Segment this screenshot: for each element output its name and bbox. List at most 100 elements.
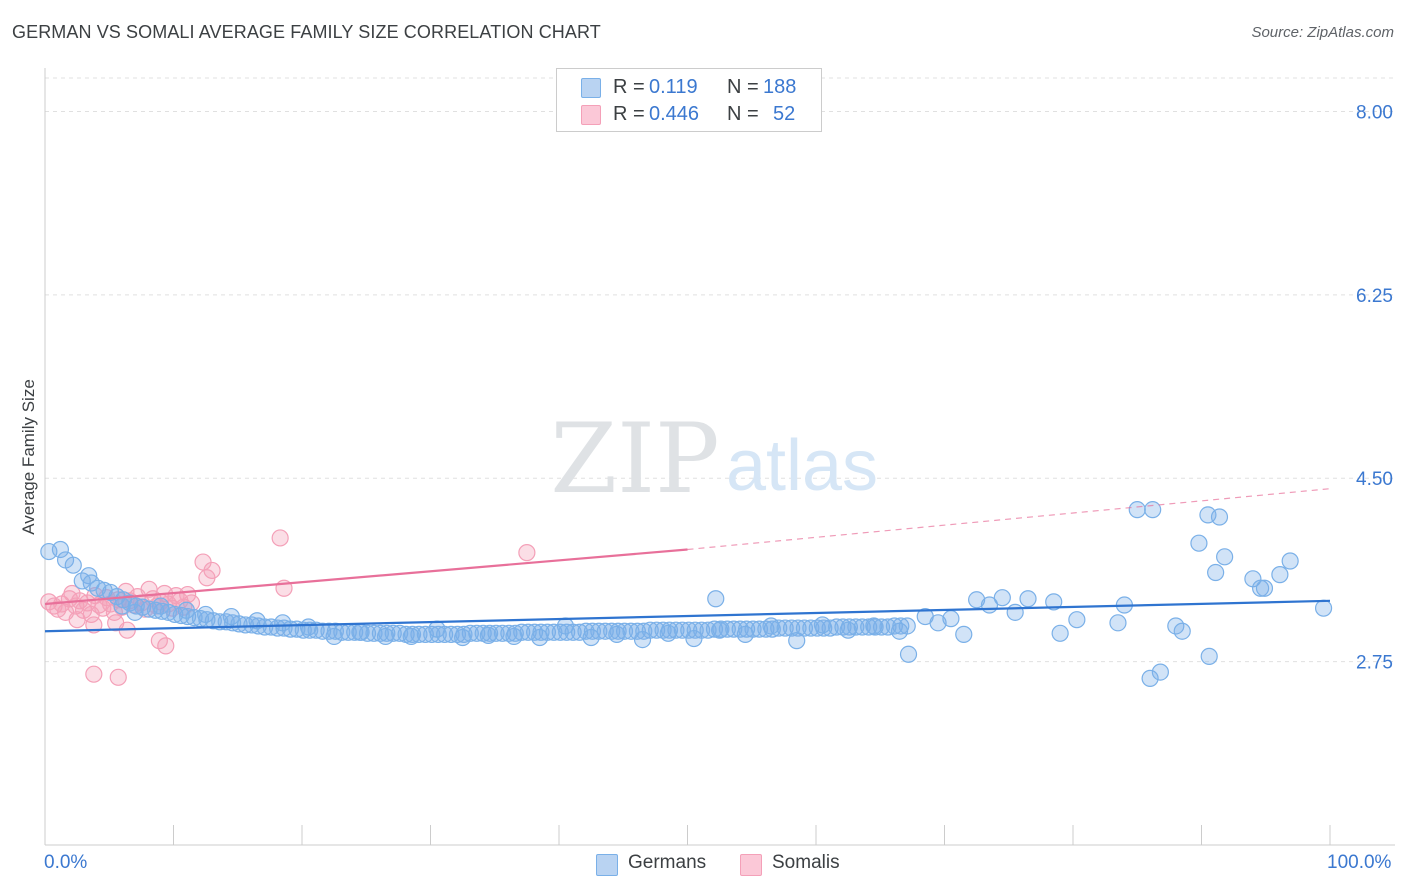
german-point <box>866 618 884 636</box>
german-points <box>40 501 1333 687</box>
somali-trend-extension <box>687 488 1331 551</box>
german-point <box>1190 534 1208 552</box>
y-axis-label: Average Family Size <box>19 379 38 535</box>
legend-n-label: N = <box>727 76 759 98</box>
y-tick-label: 6.25 <box>1356 286 1393 307</box>
german-point <box>795 619 814 637</box>
german-point <box>1271 566 1289 584</box>
grid-lines <box>45 77 1395 663</box>
german-trend-line <box>44 599 1331 633</box>
german-point <box>813 616 832 634</box>
german-point <box>448 625 467 643</box>
german-point <box>126 603 144 621</box>
y-tick-labels: 2.75 4.50 6.25 8.00 <box>1356 102 1393 673</box>
german-point <box>1255 579 1274 597</box>
german-point <box>788 632 806 650</box>
german-point <box>834 618 852 636</box>
legend-swatch-germans <box>581 78 601 98</box>
x-tick-label-max: 100.0% <box>1327 852 1392 873</box>
german-point <box>274 614 292 632</box>
german-point <box>582 628 600 647</box>
german-point <box>1051 624 1069 642</box>
german-point <box>1151 663 1169 681</box>
chart-title: GERMAN VS SOMALI AVERAGE FAMILY SIZE COR… <box>12 22 601 42</box>
legend-r-value: 0.119 <box>649 76 698 98</box>
somali-point <box>157 637 175 655</box>
german-point <box>712 620 730 638</box>
german-point <box>929 614 947 632</box>
legend-label-somalis: Somalis <box>772 852 840 873</box>
german-point <box>1019 590 1037 608</box>
correlation-legend: R = 0.119 N = 188 R = 0.446 N = 52 <box>556 68 822 132</box>
german-point <box>705 620 724 638</box>
axes <box>44 68 1395 846</box>
german-point <box>776 619 794 637</box>
legend-n-value: 188 <box>763 76 797 98</box>
german-point <box>762 617 780 635</box>
somali-point <box>271 529 289 547</box>
german-point <box>622 622 640 640</box>
german-point <box>1281 552 1299 570</box>
somali-point <box>68 611 86 629</box>
german-point <box>525 623 544 641</box>
german-point <box>731 620 749 638</box>
german-point <box>736 625 754 643</box>
german-point <box>89 579 107 597</box>
watermark-zip: ZIP <box>550 403 719 515</box>
german-point <box>968 591 986 609</box>
german-point <box>248 612 266 630</box>
german-point <box>556 617 575 635</box>
legend-r-label: R = <box>613 76 645 98</box>
german-point <box>1144 501 1162 519</box>
german-point <box>1207 563 1225 582</box>
y-tick-label: 2.75 <box>1356 653 1393 674</box>
legend-n-label: N = <box>727 103 759 125</box>
somali-point <box>518 544 536 562</box>
legend-row-germans: R = 0.119 N = 188 <box>557 74 821 100</box>
somali-trend-line <box>44 548 688 606</box>
watermark-atlas: atlas <box>726 426 878 506</box>
german-point <box>531 628 549 647</box>
german-point <box>839 621 857 639</box>
german-point <box>757 620 775 638</box>
german-point <box>659 624 677 642</box>
german-point <box>1068 611 1086 629</box>
german-point <box>789 619 807 637</box>
german-point <box>680 621 698 639</box>
german-point <box>603 622 621 640</box>
german-point <box>707 590 725 608</box>
legend-label-germans: Germans <box>628 852 707 873</box>
legend-r-value: 0.446 <box>649 103 700 125</box>
german-point <box>865 617 883 635</box>
german-point <box>782 619 801 637</box>
german-point <box>127 597 145 615</box>
german-point <box>299 618 318 636</box>
x-tick-label-min: 0.0% <box>44 852 88 873</box>
legend-swatch-somalis <box>740 854 762 876</box>
german-point <box>351 623 369 641</box>
german-point <box>376 627 395 646</box>
german-point <box>711 621 729 639</box>
y-tick-label: 4.50 <box>1356 469 1393 490</box>
german-point <box>808 619 826 637</box>
german-point <box>685 629 703 648</box>
german-point <box>1109 614 1127 632</box>
watermark: ZIP atlas <box>550 403 878 515</box>
german-point <box>1314 599 1333 617</box>
legend-r-label: R = <box>613 103 645 125</box>
y-tick-label: 8.00 <box>1356 102 1393 123</box>
legend-swatch-germans <box>596 854 618 876</box>
legend-row-somalis: R = 0.446 N = 52 <box>557 101 821 127</box>
german-point <box>942 610 960 628</box>
somali-point <box>109 668 127 686</box>
german-point <box>890 622 909 640</box>
german-point <box>993 589 1011 607</box>
german-point <box>454 628 472 647</box>
german-point <box>885 617 903 635</box>
somali-point <box>85 665 103 683</box>
trend-lines <box>44 488 1331 633</box>
german-point <box>1216 548 1234 566</box>
german-point <box>402 627 420 646</box>
german-point <box>955 625 973 643</box>
